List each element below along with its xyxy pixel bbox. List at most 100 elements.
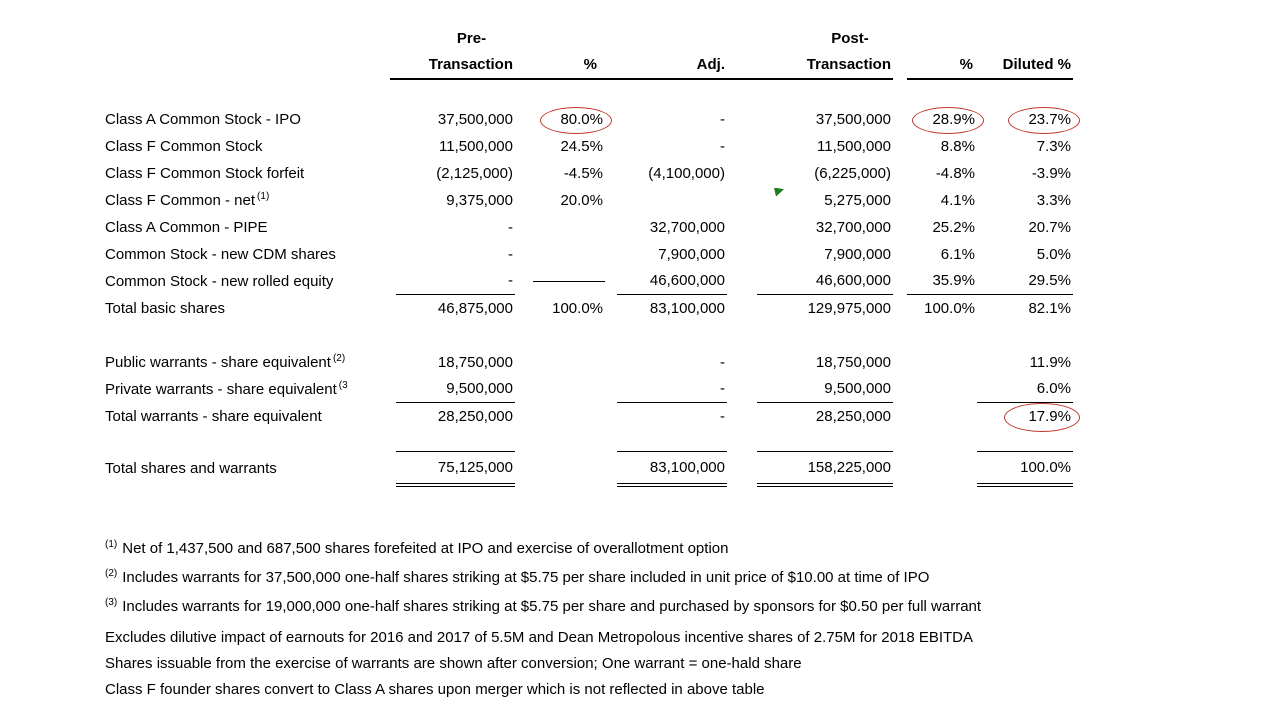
table-row: Total basic shares 46,875,000 100.0% 83,100… (105, 295, 1073, 322)
cell-pct2: 4.1% (940, 191, 975, 209)
cell-label: Total shares and warrants (105, 460, 277, 477)
footnotes: (1) Net of 1,437,500 and 687,500 shares f… (105, 538, 1195, 703)
cell-adj: - (720, 353, 725, 371)
table-row: Class A Common - PIPE - 32,700,000 32,700,0… (105, 214, 1073, 241)
cell-post: 158,225,000 (757, 451, 893, 487)
cap-table: Pre- Post- Transaction % Adj. Transactio… (105, 26, 1080, 488)
cell-pre: 9,375,000 (446, 191, 513, 209)
table-row: Public warrants - share equivalent (2) 18,… (105, 349, 1073, 376)
col-header-pre: Pre- (456, 30, 487, 47)
cell-diluted: 82.1% (1028, 299, 1071, 317)
cell-label: Total warrants - share equivalent (105, 407, 322, 425)
cell-label: Class A Common - PIPE (105, 218, 268, 236)
cell-label: Class F Common Stock forfeit (105, 164, 305, 182)
footnote-1-text: Net of 1,437,500 and 687,500 shares fore… (122, 540, 729, 557)
cell-adj: 83,100,000 (649, 299, 725, 317)
footnote-1: (1) Net of 1,437,500 and 687,500 shares f… (105, 538, 1195, 567)
cell-pct1: -4.5% (563, 164, 603, 182)
footnote-ref: (1) (257, 190, 270, 202)
note-earnouts-text: Excludes dilutive impact of earnouts for… (105, 629, 974, 646)
cell-pct2: 28.9% (893, 106, 984, 134)
cell-post: 9,500,000 (757, 376, 893, 403)
footnote-ref: (2) (332, 352, 346, 364)
cell-pre: 37,500,000 (437, 110, 513, 128)
cell-pct2: 8.8% (940, 137, 975, 155)
cell-pre: - (508, 218, 513, 236)
footnote-ref: (3 (338, 379, 348, 391)
cell-diluted: 29.5% (977, 268, 1073, 295)
cell-adj: - (720, 407, 725, 425)
cell-pct1: 20.0% (560, 191, 603, 209)
cell-post: 11,500,000 (817, 137, 891, 155)
cell-adj: 46,600,000 (617, 268, 727, 295)
footnote-2-text: Includes warrants for 37,500,000 one-hal… (122, 569, 930, 586)
footnote-2: (2) Includes warrants for 37,500,000 one-… (105, 567, 1195, 596)
col-header-adj: Adj. (605, 52, 727, 80)
note-class-f-text: Class F founder shares convert to Class … (105, 681, 765, 698)
col-header-pct-post: % (907, 52, 977, 80)
footnote-3: (3) Includes warrants for 19,000,000 one-… (105, 596, 1195, 625)
cell-adj: - (720, 137, 725, 155)
cell-pre: 28,250,000 (437, 407, 513, 425)
cell-post: (6,225,000) (814, 164, 891, 182)
cell-diluted: 17.9% (977, 402, 1080, 432)
cell-post: 46,600,000 (757, 268, 893, 295)
footnote-1-marker: (1) (105, 539, 118, 550)
cell-post: 7,900,000 (824, 245, 891, 263)
cell-adj: 83,100,000 (617, 451, 727, 487)
cell-label: Class A Common Stock - IPO (105, 110, 301, 128)
table-row: Class F Common - net (1) 9,375,000 20.0% 5,2… (105, 187, 1073, 214)
cell-pct1: 80.0% (515, 106, 612, 134)
cell-diluted: 6.0% (977, 376, 1073, 403)
cell-diluted: 100.0% (977, 451, 1073, 487)
spacer-row (105, 322, 1073, 349)
note-class-f: Class F founder shares convert to Class … (105, 677, 1195, 703)
col-header-pre-transaction: Transaction (390, 52, 515, 80)
cell-diluted: 23.7% (977, 106, 1080, 134)
cell-pct2: 35.9% (907, 268, 977, 295)
cell-diluted: 3.3% (1036, 191, 1071, 209)
cell-pct1: 100.0% (552, 299, 603, 317)
footnote-3-marker: (3) (105, 597, 118, 608)
cell-pre: - (396, 268, 515, 295)
table-row: Total warrants - share equivalent 28,250,… (105, 402, 1080, 432)
col-header-post: Post- (831, 30, 869, 47)
note-conversion: Shares issuable from the exercise of war… (105, 651, 1195, 677)
cell-post: 5,275,000 (727, 187, 893, 214)
cell-label: Total basic shares (105, 299, 226, 317)
col-header-post-transaction: Transaction (727, 52, 893, 80)
cell-pct1 (533, 281, 605, 282)
cell-post: 129,975,000 (807, 299, 891, 317)
table-row: Common Stock - new rolled equity - 46,600,… (105, 268, 1073, 295)
cell-diluted: 5.0% (1036, 245, 1071, 263)
red-circle-annotation (1008, 106, 1080, 134)
cell-pre: - (508, 245, 513, 263)
cell-pre: 9,500,000 (396, 376, 515, 403)
cell-adj: - (617, 376, 727, 403)
cell-pre: 11,500,000 (439, 137, 513, 155)
footnote-2-marker: (2) (105, 568, 118, 579)
cell-pct2: 6.1% (940, 245, 975, 263)
cell-label: Class F Common - net (1) (105, 190, 270, 209)
table-row: Class A Common Stock - IPO 37,500,000 80.0… (105, 106, 1080, 134)
col-header-pct-pre: % (515, 52, 605, 80)
red-circle-annotation (1004, 402, 1080, 432)
note-conversion-text: Shares issuable from the exercise of war… (105, 655, 802, 672)
cell-label: Common Stock - new CDM shares (105, 245, 336, 263)
cell-diluted: 7.3% (1036, 137, 1071, 155)
red-circle-annotation (540, 106, 612, 134)
cell-adj: 32,700,000 (649, 218, 725, 236)
cell-adj: (4,100,000) (648, 164, 725, 182)
cell-pct2: -4.8% (935, 164, 975, 182)
cell-pre: 18,750,000 (437, 353, 513, 371)
header-row-top: Pre- Post- (105, 26, 1073, 52)
cell-post: 32,700,000 (815, 218, 891, 236)
cell-post: 18,750,000 (815, 353, 891, 371)
cell-pre: 75,125,000 (396, 451, 515, 487)
cell-diluted: 20.7% (1028, 218, 1071, 236)
spacer-row (105, 80, 1073, 106)
cell-diluted: 11.9% (1029, 353, 1071, 371)
cell-diluted: -3.9% (1031, 164, 1071, 182)
green-triangle-marker (774, 187, 784, 197)
